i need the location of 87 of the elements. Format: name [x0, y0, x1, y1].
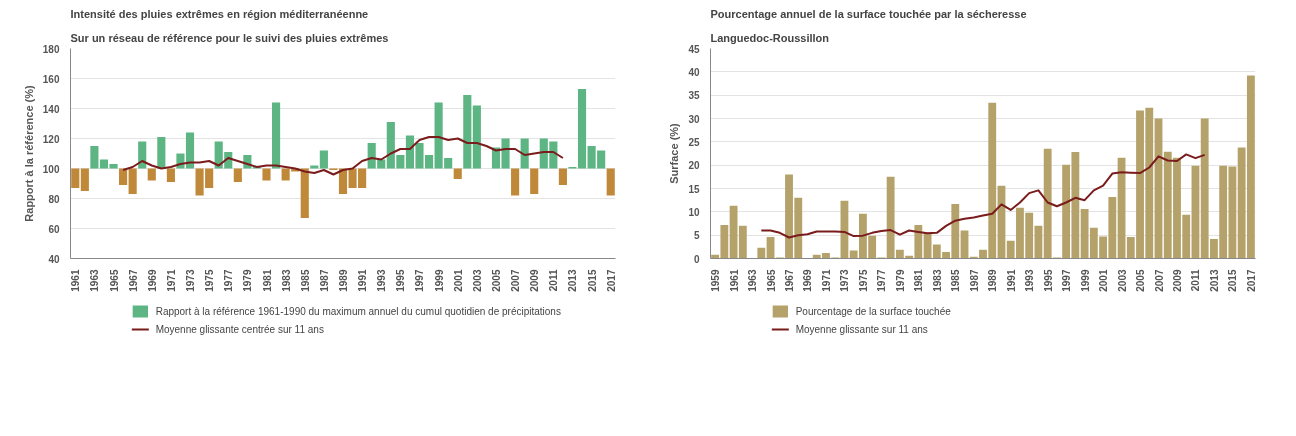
chart-subtitle: Sur un réseau de référence pour le suivi des pluies extrêmes [70, 31, 389, 44]
y-tick-label: 180 [42, 43, 60, 55]
x-tick-label: 1995 [395, 269, 407, 292]
x-tick-label: 1979 [894, 269, 906, 292]
y-tick-label: 10 [688, 206, 700, 218]
x-tick-label: 1969 [146, 269, 158, 292]
y-tick-label: 40 [48, 253, 60, 265]
x-tick-label: 1977 [223, 269, 235, 292]
x-tick-label: 2003 [1116, 269, 1128, 292]
x-tick-label: 1999 [1079, 269, 1091, 292]
y-tick-label: 25 [688, 136, 700, 148]
x-tick-label: 2013 [567, 269, 579, 292]
x-tick-label: 1979 [242, 269, 254, 292]
x-tick-label: 1977 [876, 269, 888, 292]
y-tick-label: 15 [688, 183, 700, 195]
x-tick-label: 2007 [510, 269, 522, 292]
x-tick-label: 1997 [1061, 269, 1073, 292]
x-tick-label: 1961 [70, 269, 82, 292]
x-tick-label: 1995 [1042, 269, 1054, 292]
x-tick-label: 1965 [108, 269, 120, 292]
x-tick-label: 1975 [204, 269, 216, 292]
y-tick-label: 60 [48, 223, 60, 235]
y-tick-label: 30 [688, 113, 700, 125]
x-tick-label: 1985 [299, 269, 311, 292]
y-tick-label: 120 [42, 133, 60, 145]
x-tick-label: 1967 [784, 269, 796, 292]
x-tick-label: 2011 [548, 269, 560, 292]
x-tick-label: 1987 [318, 269, 330, 292]
y-axis-title: Surface (%) [668, 122, 681, 184]
x-tick-label: 2005 [1135, 269, 1147, 292]
x-tick-label: 2001 [1098, 269, 1110, 292]
y-tick-label: 140 [42, 103, 60, 115]
x-tick-label: 1989 [338, 269, 349, 292]
y-tick-label: 160 [42, 73, 60, 85]
y-tick-label: 0 [693, 253, 700, 265]
legend-label: Pourcentage de la surface touchée [795, 306, 952, 317]
x-tick-label: 2001 [452, 269, 464, 292]
legend-label: Moyenne glissante sur 11 ans [795, 324, 928, 335]
x-tick-label: 1963 [747, 269, 759, 292]
x-tick-label: 1989 [987, 269, 999, 292]
x-tick-label: 2015 [1227, 269, 1239, 292]
x-tick-label: 2003 [471, 269, 483, 292]
y-tick-label: 100 [42, 163, 60, 175]
x-tick-label: 1971 [165, 269, 177, 292]
chart-title: Pourcentage annuel de la surface touchée par la sécheresse [710, 7, 1027, 20]
x-tick-label: 1985 [950, 269, 962, 292]
x-tick-label: 2007 [1153, 269, 1165, 292]
y-tick-label: 45 [688, 43, 700, 55]
x-tick-label: 1983 [280, 269, 292, 292]
legend-label: Rapport à la référence 1961-1990 du maximum annuel du cumul quotidien de précipitations [155, 306, 561, 317]
x-tick-label: 1987 [968, 269, 980, 292]
x-tick-label: 1991 [1005, 269, 1017, 292]
x-tick-label: 1973 [839, 269, 851, 292]
x-tick-label: 1959 [710, 269, 722, 292]
y-tick-label: 40 [688, 66, 700, 78]
chart-subtitle: Languedoc-Roussillon [710, 31, 830, 44]
x-tick-label: 1981 [913, 269, 925, 292]
x-tick-label: 1983 [931, 269, 943, 292]
x-tick-label: 1991 [357, 269, 369, 292]
x-tick-label: 2005 [490, 269, 502, 292]
x-tick-label: 1973 [185, 269, 197, 292]
x-tick-label: 2015 [586, 269, 598, 292]
chart-title: Intensité des pluies extrêmes en région méditerranéenne [70, 7, 369, 20]
x-tick-label: 1997 [414, 269, 426, 292]
x-tick-label: 1981 [261, 269, 273, 292]
x-tick-label: 1999 [433, 269, 445, 292]
y-tick-label: 5 [693, 230, 700, 242]
x-tick-label: 2013 [1208, 269, 1220, 292]
x-tick-label: 2017 [605, 269, 617, 292]
x-tick-label: 2017 [1245, 269, 1257, 292]
x-tick-label: 2011 [1190, 269, 1202, 292]
x-tick-label: 1993 [376, 269, 388, 292]
x-tick-label: 1967 [127, 269, 139, 292]
x-tick-label: 1969 [802, 269, 814, 292]
x-tick-label: 1965 [765, 269, 777, 292]
y-tick-label: 20 [688, 160, 700, 172]
x-tick-label: 1961 [728, 269, 740, 292]
x-tick-label: 1963 [89, 269, 101, 292]
legend-label: Moyenne glissante centrée sur 11 ans [155, 324, 324, 335]
y-tick-label: 35 [688, 90, 700, 102]
x-tick-label: 1975 [857, 269, 869, 292]
y-axis-title: Rapport à la référence (%) [22, 85, 35, 222]
x-tick-label: 2009 [529, 269, 541, 292]
x-tick-label: 2009 [1171, 269, 1183, 292]
x-tick-label: 1971 [820, 269, 832, 292]
y-tick-label: 80 [48, 193, 60, 205]
x-tick-label: 1993 [1024, 269, 1036, 292]
